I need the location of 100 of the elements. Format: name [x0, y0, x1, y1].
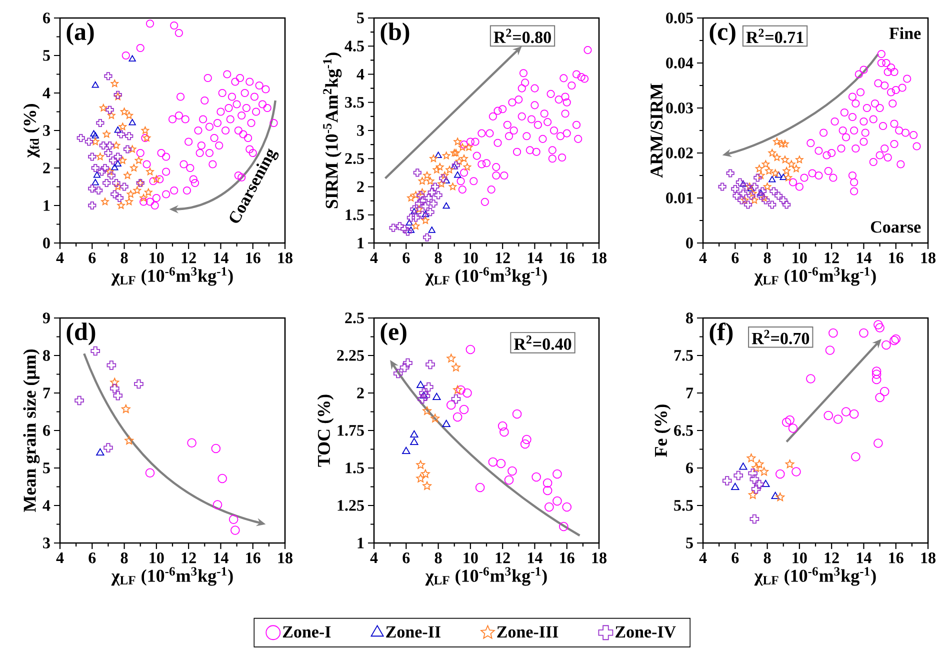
point	[432, 166, 441, 174]
point	[860, 138, 868, 146]
point	[416, 460, 426, 469]
point	[500, 171, 508, 180]
y-tick-label: 5	[357, 12, 364, 24]
point	[750, 182, 758, 191]
point	[838, 126, 847, 135]
point	[114, 182, 122, 190]
point	[407, 226, 415, 233]
x-tick-label: 14	[214, 252, 228, 264]
point	[731, 184, 740, 194]
point	[884, 68, 892, 76]
point	[763, 182, 772, 190]
point	[561, 110, 570, 118]
point	[424, 382, 434, 392]
point	[503, 120, 512, 129]
point	[760, 467, 769, 476]
point	[584, 46, 592, 54]
point	[92, 132, 99, 138]
point	[134, 379, 144, 389]
point	[400, 362, 410, 372]
point	[508, 466, 517, 476]
point	[781, 156, 789, 164]
point	[762, 196, 770, 204]
point	[428, 226, 436, 233]
y-tick-label: 3.5	[345, 96, 364, 108]
point	[896, 160, 905, 168]
point	[413, 168, 422, 177]
text: χ$_{LF}$ (10$^{-6}$m$^{3}$kg$^{-1}$)	[111, 567, 233, 586]
point	[218, 474, 227, 484]
point	[410, 438, 418, 446]
point	[876, 151, 884, 160]
point	[540, 110, 548, 118]
point	[785, 415, 794, 425]
point	[512, 148, 522, 156]
y-axis-title: ARM/SIRM	[650, 84, 663, 178]
point	[130, 164, 138, 172]
point	[104, 72, 112, 80]
x-tick-label: 4	[699, 252, 707, 264]
point	[418, 196, 426, 205]
point	[92, 178, 99, 186]
point	[522, 434, 532, 444]
point	[840, 108, 848, 117]
point	[862, 104, 871, 112]
point	[455, 157, 464, 165]
point	[416, 380, 425, 388]
y-tick-label: 0.04	[666, 58, 694, 68]
point	[892, 86, 900, 94]
point	[848, 112, 857, 122]
point	[446, 400, 456, 410]
point	[91, 164, 100, 172]
point	[765, 166, 773, 174]
x-tick-label: 10	[150, 252, 164, 264]
point	[446, 354, 456, 362]
point	[471, 138, 480, 146]
y-tick-label: 0.03	[666, 102, 693, 114]
point	[492, 163, 500, 172]
point	[833, 414, 843, 424]
point	[460, 140, 468, 149]
point	[96, 152, 104, 160]
point	[442, 202, 450, 209]
point	[453, 385, 462, 394]
point	[514, 96, 523, 104]
point	[102, 178, 111, 188]
point	[421, 202, 430, 210]
point	[430, 154, 438, 162]
point	[877, 58, 886, 68]
point	[912, 142, 921, 150]
point	[106, 360, 116, 370]
point	[431, 182, 440, 191]
point	[552, 496, 562, 506]
point	[848, 92, 857, 101]
point	[785, 460, 794, 468]
point	[742, 182, 750, 191]
point	[117, 201, 125, 209]
point	[486, 129, 494, 138]
point	[875, 323, 884, 332]
point	[548, 146, 556, 154]
point	[561, 92, 570, 101]
point	[740, 180, 747, 187]
point	[419, 388, 428, 398]
x-tick-label: 14	[857, 552, 872, 564]
point	[459, 404, 469, 414]
point	[422, 481, 432, 490]
point	[854, 70, 863, 78]
point	[403, 358, 412, 368]
point	[860, 66, 868, 74]
point	[406, 219, 413, 226]
y-axis-title: Fe (%)	[654, 404, 671, 457]
point	[404, 228, 412, 236]
point	[869, 115, 878, 124]
point	[123, 145, 132, 154]
point	[498, 105, 507, 114]
point	[562, 502, 572, 512]
point	[872, 374, 882, 384]
x-tick-label: 4	[699, 552, 707, 564]
point	[475, 482, 485, 492]
point	[869, 158, 878, 166]
point	[736, 178, 744, 186]
chart-title: (e)	[380, 322, 406, 346]
